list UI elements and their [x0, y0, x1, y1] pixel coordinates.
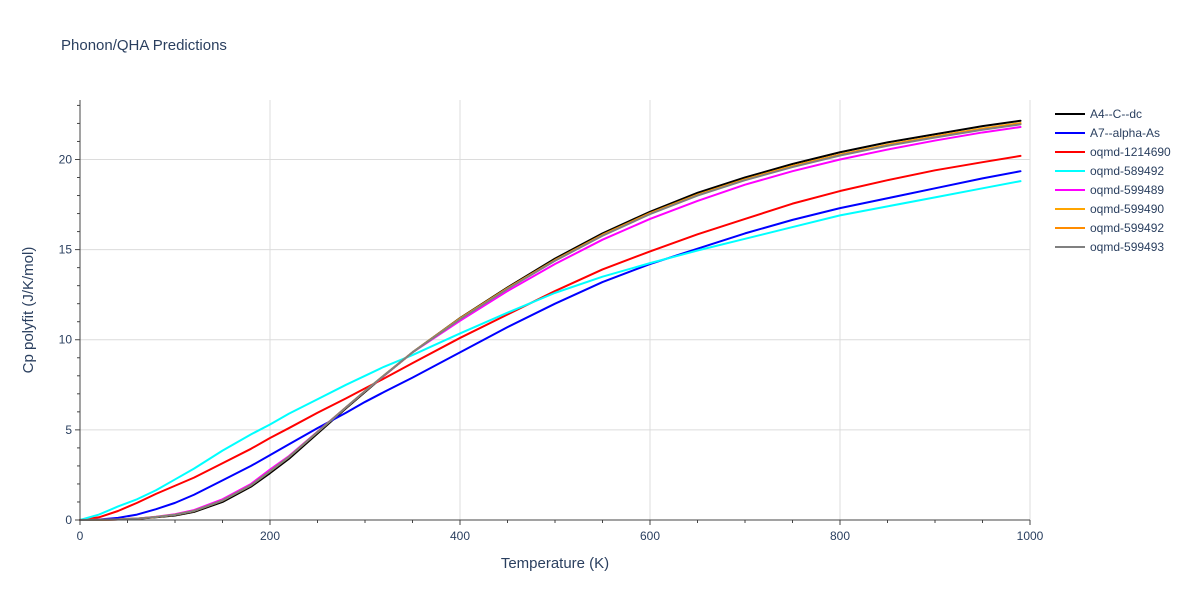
- plot-area: [79, 119, 1022, 521]
- axes: 0 200 400 600 800 1000 0 5 10 15 20: [59, 100, 1044, 543]
- legend-item[interactable]: A4--C--dc: [1055, 107, 1142, 121]
- x-tick-label: 400: [450, 529, 470, 543]
- legend-label: oqmd-1214690: [1090, 145, 1171, 159]
- series-line-A4--C--dc: [79, 119, 1022, 521]
- chart-title: Phonon/QHA Predictions: [61, 37, 227, 54]
- legend-label: oqmd-599492: [1090, 221, 1164, 235]
- legend-label: A7--alpha-As: [1090, 126, 1160, 140]
- legend: A4--C--dc A7--alpha-As oqmd-1214690 oqmd-58…: [1055, 107, 1171, 254]
- x-tick-label: 1000: [1017, 529, 1044, 543]
- series-line-oqmd-589492: [79, 180, 1022, 521]
- series-line-A7--alpha-As: [79, 170, 1022, 521]
- legend-item[interactable]: oqmd-599493: [1055, 240, 1164, 254]
- legend-label: oqmd-599490: [1090, 202, 1164, 216]
- legend-item[interactable]: oqmd-599492: [1055, 221, 1164, 235]
- grid: [80, 100, 1031, 520]
- y-tick-label: 0: [65, 513, 72, 527]
- x-tick-label: 200: [260, 529, 280, 543]
- legend-item[interactable]: oqmd-599490: [1055, 202, 1164, 216]
- y-tick-label: 15: [59, 243, 73, 257]
- y-axis-title: Cp polyfit (J/K/mol): [20, 247, 37, 374]
- series-line-oqmd-599489: [79, 126, 1022, 521]
- x-tick-label: 600: [640, 529, 660, 543]
- y-tick-label: 10: [59, 333, 73, 347]
- legend-label: oqmd-599493: [1090, 240, 1164, 254]
- legend-label: oqmd-589492: [1090, 164, 1164, 178]
- legend-label: A4--C--dc: [1090, 107, 1142, 121]
- legend-label: oqmd-599489: [1090, 183, 1164, 197]
- y-tick-label: 5: [65, 423, 72, 437]
- x-tick-label: 0: [77, 529, 84, 543]
- legend-item[interactable]: A7--alpha-As: [1055, 126, 1160, 140]
- legend-item[interactable]: oqmd-589492: [1055, 164, 1164, 178]
- legend-item[interactable]: oqmd-1214690: [1055, 145, 1171, 159]
- legend-item[interactable]: oqmd-599489: [1055, 183, 1164, 197]
- series-line-oqmd-1214690: [79, 154, 1022, 521]
- x-tick-label: 800: [830, 529, 850, 543]
- y-tick-label: 20: [59, 152, 73, 166]
- series-line-oqmd-599492: [79, 122, 1022, 521]
- series-line-oqmd-599493: [79, 123, 1022, 521]
- x-axis-title: Temperature (K): [501, 555, 609, 572]
